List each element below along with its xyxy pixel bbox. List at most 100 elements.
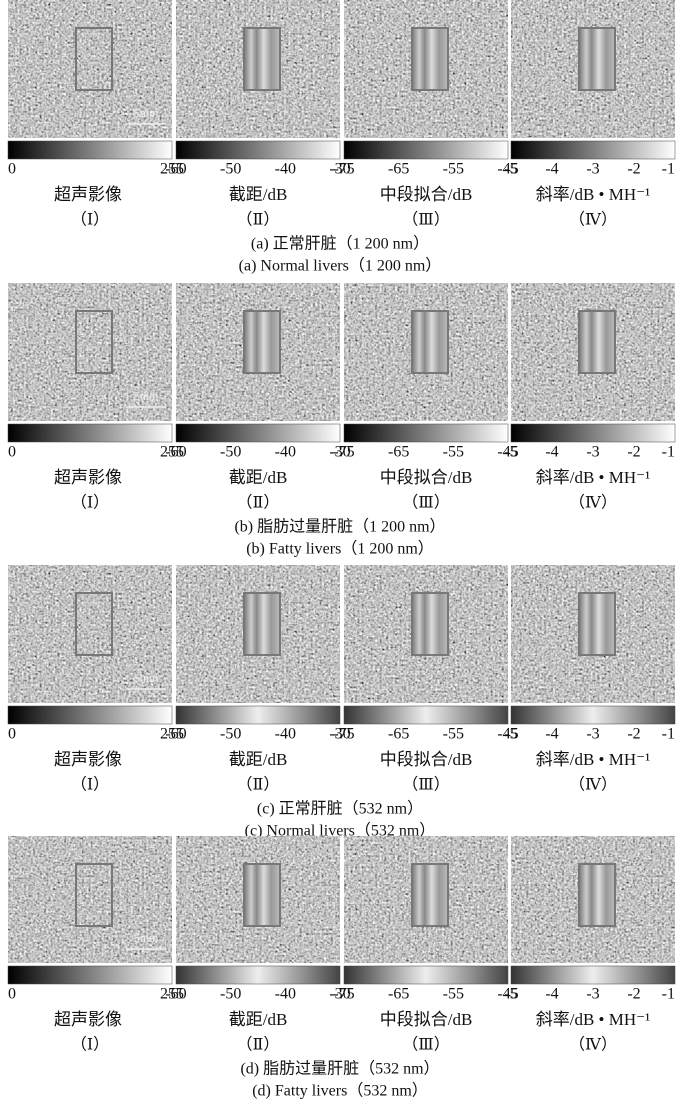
panel-numeral: （Ⅲ） [402,211,449,229]
panel-label: 中段拟合/dB [380,468,473,487]
colorbar-tick-label: -50 [220,726,241,743]
figure: 5mm0255超声影像（Ⅰ）-60-50-40-30截距/dB（Ⅱ）-75-65… [0,0,681,1111]
colorbar-tick-label: -2 [627,986,640,1003]
panel-numeral: （Ⅲ） [402,494,449,512]
scale-bar-label: 5mm [134,108,158,120]
caption-en: (b) Fatty livers（1 200 nm） [246,540,434,558]
colorbar [511,966,675,984]
caption-cn: (a) 正常肝脏（1 200 nm） [251,235,429,253]
colorbar-tick-label: 0 [8,444,16,461]
panel-numeral: （Ⅱ） [237,776,280,794]
colorbar-tick-label: -60 [165,444,186,461]
colorbar [344,706,508,724]
colorbar-tick-label: -60 [165,986,186,1003]
colorbar [176,706,340,724]
caption-en: (d) Fatty livers（532 nm） [252,1082,428,1100]
panel-label: 中段拟合/dB [380,750,473,769]
colorbar-tick-label: -50 [220,161,241,178]
panel-label: 超声影像 [54,468,122,487]
roi-box [244,28,280,90]
colorbar-tick-label: -40 [275,986,296,1003]
colorbar-tick-label: 0 [8,726,16,743]
scale-bar-label: 5mm [134,673,158,685]
colorbar-tick-label: -4 [545,161,558,178]
roi-box [579,28,615,90]
colorbar-tick-label: -5 [504,161,517,178]
colorbar-tick-label: -4 [545,444,558,461]
colorbar [344,141,508,159]
colorbar-tick-label: -50 [220,444,241,461]
colorbar-tick-label: -3 [586,444,599,461]
panel-numeral: （Ⅰ） [71,776,109,794]
roi-box [244,864,280,926]
colorbar-tick-label: -2 [627,161,640,178]
colorbar [176,424,340,442]
colorbar [511,706,675,724]
panel-numeral: （Ⅰ） [71,211,109,229]
roi-box [579,311,615,373]
colorbar-tick-label: -2 [627,444,640,461]
colorbar-tick-label: -4 [545,986,558,1003]
colorbar-tick-label: -55 [443,726,464,743]
panel-label: 斜率/dB • MH⁻¹ [536,185,650,204]
colorbar [8,424,172,442]
colorbar-tick-label: 0 [8,161,16,178]
caption-cn: (b) 脂肪过量肝脏（1 200 nm） [234,518,445,536]
colorbar-tick-label: -40 [275,726,296,743]
colorbar [8,966,172,984]
roi-box [244,311,280,373]
roi-box [412,311,448,373]
panel-label: 超声影像 [54,750,122,769]
roi-box [579,864,615,926]
scale-bar-label: 5mm [134,933,158,945]
colorbar-tick-label: -65 [388,444,409,461]
caption-cn: (c) 正常肝脏（532 nm） [257,800,423,818]
panel-numeral: （Ⅲ） [402,1036,449,1054]
colorbar-tick-label: -5 [504,444,517,461]
panel-numeral: （Ⅱ） [237,494,280,512]
colorbar-tick-label: -3 [586,726,599,743]
colorbar-tick-label: -75 [333,161,354,178]
panel-numeral: （Ⅱ） [237,211,280,229]
colorbar-tick-label: -1 [662,161,675,178]
panel-label: 截距/dB [229,750,288,769]
panel-label: 斜率/dB • MH⁻¹ [536,1010,650,1029]
colorbar-tick-label: -65 [388,161,409,178]
colorbar-tick-label: -5 [504,726,517,743]
roi-box [412,593,448,655]
colorbar-tick-label: -4 [545,726,558,743]
colorbar-tick-label: -3 [586,161,599,178]
panel-numeral: （Ⅳ） [569,776,617,794]
colorbar-tick-label: -55 [443,161,464,178]
colorbar [511,424,675,442]
scale-bar-label: 5mm [134,391,158,403]
colorbar [176,966,340,984]
colorbar-tick-label: -65 [388,726,409,743]
panel-label: 斜率/dB • MH⁻¹ [536,750,650,769]
colorbar-tick-label: -65 [388,986,409,1003]
colorbar-tick-label: -40 [275,444,296,461]
colorbar [344,424,508,442]
colorbar [176,141,340,159]
panel-numeral: （Ⅳ） [569,494,617,512]
colorbar-tick-label: -55 [443,444,464,461]
roi-box [412,28,448,90]
panel-numeral: （Ⅱ） [237,1036,280,1054]
colorbar-tick-label: -60 [165,161,186,178]
colorbar-tick-label: -55 [443,986,464,1003]
colorbar [8,706,172,724]
roi-box [412,864,448,926]
panel-numeral: （Ⅰ） [71,1036,109,1054]
panel-label: 截距/dB [229,468,288,487]
panel-label: 斜率/dB • MH⁻¹ [536,468,650,487]
panel-label: 截距/dB [229,185,288,204]
colorbar-tick-label: -1 [662,986,675,1003]
panel-label: 中段拟合/dB [380,1010,473,1029]
caption-en: (a) Normal livers（1 200 nm） [239,257,442,275]
colorbar-tick-label: -50 [220,986,241,1003]
colorbar-tick-label: -60 [165,726,186,743]
colorbar-tick-label: -75 [333,726,354,743]
caption-cn: (d) 脂肪过量肝脏（532 nm） [240,1060,439,1078]
roi-box [579,593,615,655]
colorbar-tick-label: -75 [333,444,354,461]
